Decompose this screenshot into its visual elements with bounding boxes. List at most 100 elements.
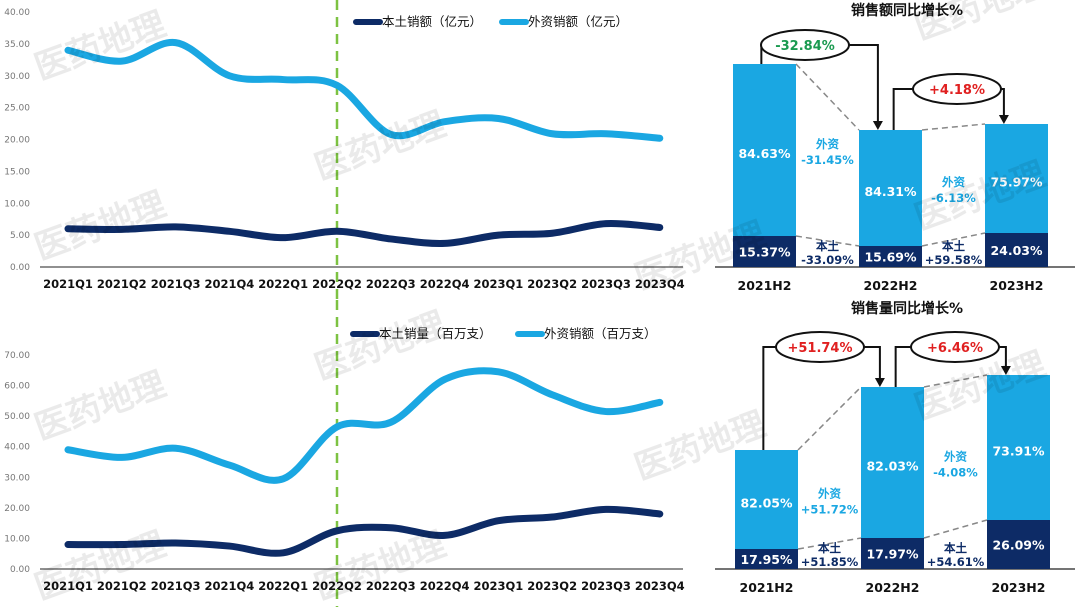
local-label: 本土 — [818, 541, 841, 555]
legend-label: 本土销量（百万支） — [379, 326, 492, 341]
watermark-logo: 医药地理 — [309, 524, 450, 607]
local-share-label: 17.97% — [866, 547, 919, 562]
x-tick-label: 2022Q4 — [420, 277, 470, 291]
local-share-label: 15.69% — [864, 250, 917, 265]
x-tick-label: 2021Q2 — [97, 277, 147, 291]
bar-local — [733, 236, 796, 267]
connector-dashed — [797, 386, 862, 451]
local-change: +54.61% — [927, 555, 985, 569]
x-tick-label: 2021Q4 — [205, 277, 255, 291]
local-label: 本土 — [942, 239, 965, 253]
foreign-change: +51.72% — [801, 503, 859, 517]
foreign-label: 外资 — [815, 137, 839, 151]
local-share-label: 15.37% — [738, 245, 791, 260]
y-tick-label: 20.00 — [4, 136, 30, 146]
local-share-label: 26.09% — [992, 538, 1045, 553]
watermark-logo: 医药地理 — [29, 364, 170, 448]
bar-foreign — [987, 375, 1050, 520]
watermark-logo: 医药地理 — [309, 104, 450, 188]
y-tick-label: 25.00 — [4, 104, 30, 114]
y-tick-label: 10.00 — [4, 534, 30, 544]
x-tick-label: 2023Q4 — [635, 277, 685, 291]
change-ellipse — [760, 29, 850, 61]
y-tick-label: 70.00 — [4, 351, 30, 361]
foreign-label: 外资 — [941, 175, 965, 189]
local-share-label: 17.95% — [740, 552, 793, 567]
x-tick-label: 2021Q1 — [43, 277, 93, 291]
bar-chart-1: 销售额同比增长%84.63%15.37%2021H2外资-31.45%本土-33… — [715, 2, 1075, 293]
x-tick-label: 2023H2 — [992, 580, 1046, 595]
x-tick-label: 2021H2 — [740, 580, 794, 595]
x-tick-label: 2022Q2 — [312, 579, 362, 593]
series-line-local — [64, 220, 664, 247]
x-tick-label: 2021Q2 — [97, 579, 147, 593]
y-tick-label: 35.00 — [4, 40, 30, 50]
x-tick-label: 2022Q2 — [312, 277, 362, 291]
x-tick-label: 2023Q3 — [581, 277, 631, 291]
y-tick-label: 50.00 — [4, 412, 30, 422]
bar-chart-2: 销售量同比增长%82.05%17.95%2021H2外资+51.72%本土+51… — [715, 300, 1075, 595]
line-chart-1: 0.00 5.00 10.00 15.00 20.00 25.00 30.00 35.00 40… — [4, 0, 685, 300]
bar-foreign — [985, 124, 1048, 233]
foreign-share-label: 82.05% — [740, 496, 793, 511]
chart-title: 销售量同比增长% — [851, 300, 963, 317]
watermark-logo: 医药地理 — [29, 184, 170, 268]
foreign-change: -6.13% — [931, 191, 976, 205]
series-line-local — [64, 505, 664, 557]
x-tick-label: 2022Q3 — [366, 579, 416, 593]
foreign-share-label: 75.97% — [990, 175, 1043, 190]
watermark-logo: 医药地理 — [29, 524, 170, 607]
foreign-change: -4.08% — [933, 466, 978, 480]
x-tick-label: 2023Q2 — [527, 579, 577, 593]
legend-label: 本土销额（亿元） — [382, 14, 482, 29]
bar-local — [735, 549, 798, 569]
foreign-share-label: 84.63% — [738, 146, 791, 161]
x-tick-label: 2022Q1 — [258, 579, 308, 593]
local-change: +59.58% — [925, 253, 983, 267]
bar-foreign — [733, 64, 796, 236]
local-change: +51.85% — [801, 555, 859, 569]
foreign-share-label: 84.31% — [864, 184, 917, 199]
x-tick-label: 2021Q3 — [151, 277, 201, 291]
x-tick-label: 2021Q3 — [151, 579, 201, 593]
foreign-share-label: 82.03% — [866, 459, 919, 474]
x-tick-label: 2023Q1 — [474, 579, 524, 593]
x-tick-label: 2023Q4 — [635, 579, 685, 593]
bar-foreign — [735, 450, 798, 549]
change-ellipse — [912, 73, 1002, 105]
total-change-label: +6.46% — [927, 341, 983, 356]
x-tick-label: 2023H2 — [990, 278, 1044, 293]
foreign-share-label: 73.91% — [992, 444, 1045, 459]
local-label: 本土 — [816, 239, 839, 253]
series-line-foreign — [64, 367, 664, 484]
y-tick-label: 0.00 — [10, 565, 30, 575]
connector-dashed — [795, 63, 860, 131]
x-tick-label: 2021H2 — [738, 278, 792, 293]
x-tick-label: 2021Q1 — [43, 579, 93, 593]
connector-dashed — [795, 235, 860, 247]
series-line-foreign — [64, 39, 664, 142]
bar-local — [987, 520, 1050, 569]
chart-title: 销售额同比增长% — [851, 2, 963, 19]
y-tick-label: 15.00 — [4, 167, 30, 177]
connector-dashed — [797, 537, 862, 550]
connector-dashed — [923, 519, 988, 539]
watermark-logo: 医药地理 — [309, 304, 450, 388]
arrow-head-icon — [1000, 366, 1011, 375]
bar-foreign — [861, 387, 924, 538]
bar-local — [985, 233, 1048, 267]
legend-label: 外资销额（亿元） — [528, 14, 628, 29]
y-tick-label: 60.00 — [4, 382, 30, 392]
y-tick-label: 0.00 — [10, 263, 30, 273]
local-label: 本土 — [944, 541, 967, 555]
total-change-label: +4.18% — [929, 83, 985, 98]
connector-dashed — [921, 123, 986, 131]
x-tick-label: 2022H2 — [864, 278, 918, 293]
y-tick-label: 30.00 — [4, 72, 30, 82]
y-tick-label: 40.00 — [4, 8, 30, 18]
watermark-logo: 医药地理 — [29, 4, 170, 88]
x-tick-label: 2022H2 — [866, 580, 920, 595]
arrow-head-icon — [998, 115, 1009, 124]
y-tick-label: 10.00 — [4, 199, 30, 209]
